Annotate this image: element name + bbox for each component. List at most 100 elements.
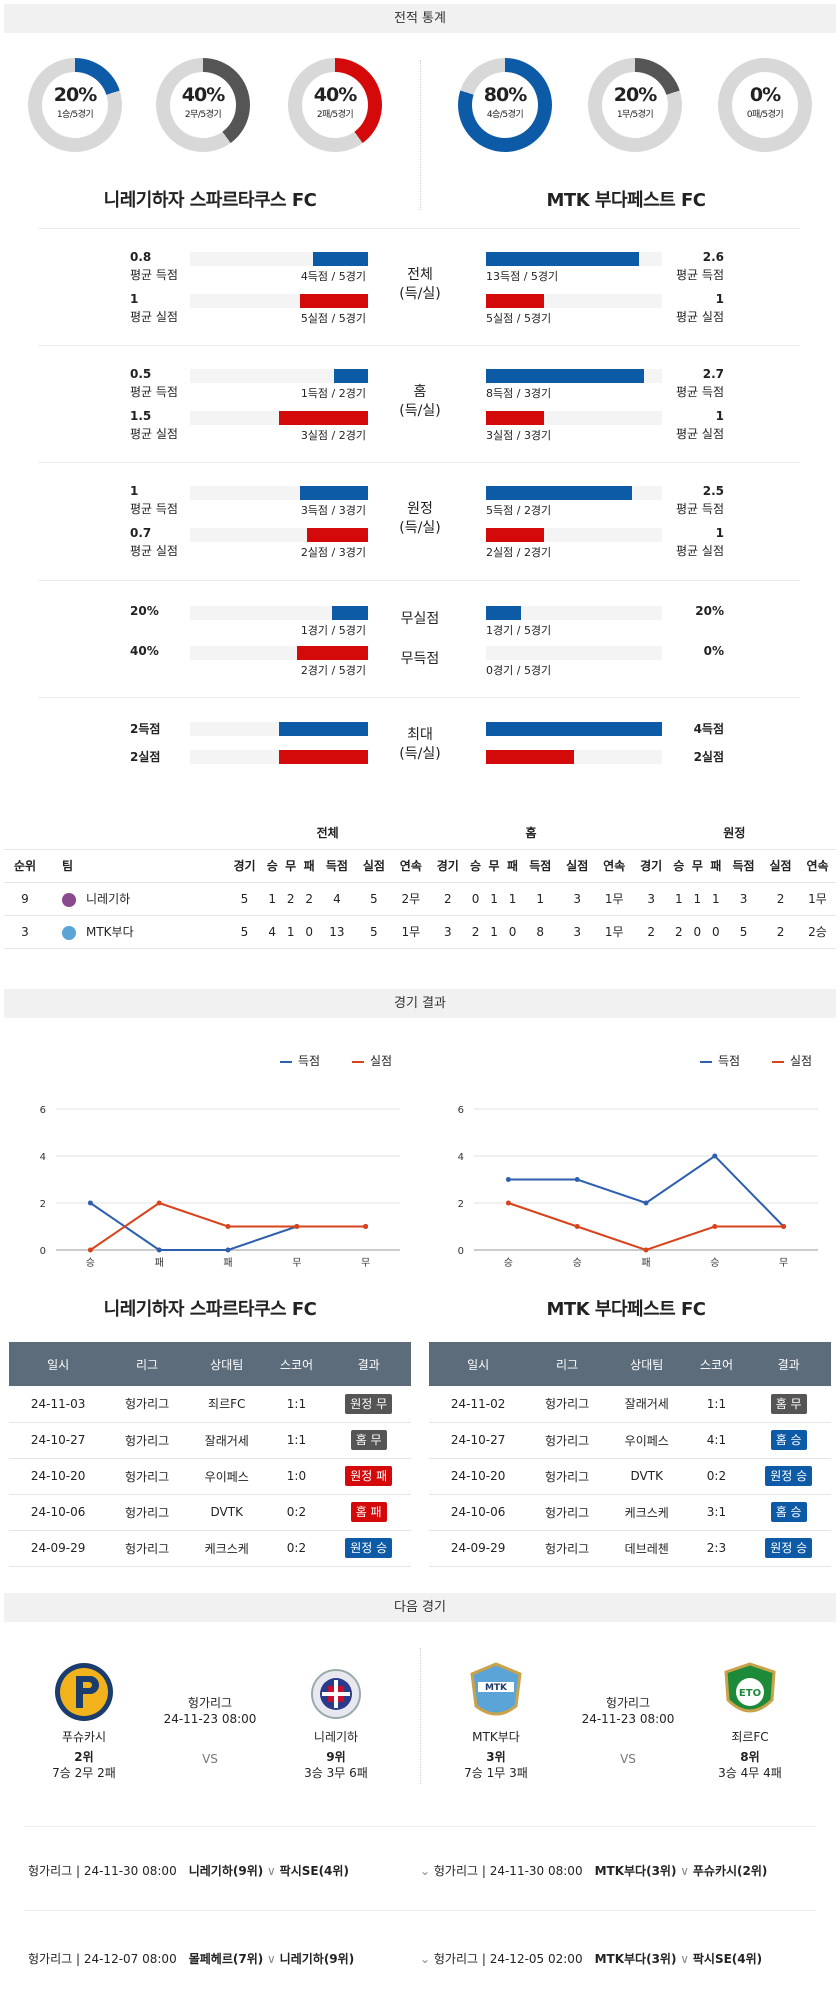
x-tick-label: 승 — [710, 1257, 719, 1269]
result-cell: 원정 승 — [746, 1530, 831, 1567]
donut-hole: 20% 1무/5경기 — [602, 72, 668, 138]
stat-cell: 3 — [429, 915, 467, 949]
legend-concede: 실점 — [352, 1052, 392, 1069]
home-avg-score-label: 평균 득점 — [130, 502, 178, 516]
away-score-bar — [486, 486, 632, 500]
y-tick-label: 4 — [40, 1152, 46, 1163]
team-cell: 니레기하 — [46, 882, 226, 916]
home-max-concede-bar — [279, 750, 368, 764]
next-left-team2-rank: 9위 — [326, 1750, 346, 1764]
divider — [420, 1648, 421, 1784]
result-score: 0:2 — [266, 1530, 327, 1567]
next-right-team2-rank: 8위 — [740, 1750, 760, 1764]
result-score: 2:3 — [686, 1530, 747, 1567]
upcoming-right-match[interactable]: ⌄ 헝가리그 | 24-12-05 02:00 MTK부다(3위) ∨ 팍시SE(… — [420, 1950, 762, 1967]
y-tick-label: 4 — [458, 1152, 464, 1163]
next-right-league: 헝가리그 — [605, 1696, 651, 1710]
next-right-vs: VS — [620, 1752, 636, 1766]
home-concede-bar — [300, 294, 368, 308]
form-charts: 0 2 4 6 승 패 패 무 무 0 2 4 6 승 승 패 승 무 — [40, 1105, 818, 1269]
away-avg-score-label: 평균 득점 — [676, 385, 724, 399]
stat-category: 전체 (득/실) — [399, 267, 441, 302]
result-opp: 우이페스 — [186, 1458, 267, 1495]
upcoming-left-match[interactable]: 헝가리그 | 24-12-07 08:00 몰페헤르(7위) ∨ 니레기하(9위) — [28, 1950, 354, 1967]
x-tick-label: 패 — [223, 1257, 232, 1269]
home-clean-sheet-pct: 20% — [130, 604, 159, 618]
legend-line-icon — [352, 1060, 364, 1063]
col-4: 득점 — [725, 849, 763, 883]
results-col-header: 일시 — [429, 1342, 528, 1386]
home-concede-caption: 5실점 / 5경기 — [300, 312, 366, 325]
upcoming-team: 팍시SE(4위) — [279, 1864, 349, 1878]
x-tick-label: 무 — [292, 1258, 301, 1269]
svg-text:MTK: MTK — [485, 1683, 508, 1693]
home-avg-score-value: 1 — [130, 484, 139, 498]
upcoming-right-match[interactable]: ⌄ 헝가리그 | 24-11-30 08:00 MTK부다(3위) ∨ 푸슈카시(… — [420, 1862, 767, 1879]
away-max-score-bar — [486, 722, 662, 736]
divider — [24, 1826, 816, 1827]
x-tick-label: 무 — [779, 1258, 788, 1269]
away-donut-2: 0% 0패/5경기 — [718, 58, 812, 152]
data-point — [712, 1153, 718, 1159]
table-row: 24-11-02 헝가리그 잘래거세 1:1 홈 무 — [429, 1386, 831, 1423]
away-score-caption: 5득점 / 2경기 — [486, 504, 552, 517]
stat-cell: 5 — [226, 882, 263, 916]
legend-label: 실점 — [370, 1054, 393, 1068]
vs-icon: ∨ — [676, 1952, 693, 1966]
next-left-date: 24-11-23 08:00 — [163, 1712, 257, 1726]
result-cell: 홈 무 — [326, 1422, 411, 1459]
result-league: 헝가리그 — [107, 1386, 187, 1423]
stat-cell: 2 — [669, 915, 689, 949]
team-logo-icon — [62, 892, 76, 907]
svg-text:ETO: ETO — [739, 1688, 761, 1699]
data-point — [574, 1224, 580, 1229]
away-avg-concede-label: 평균 실점 — [676, 544, 724, 558]
away-concede-caption: 3실점 / 3경기 — [486, 429, 552, 442]
stat-category: 원정 (득/실) — [399, 501, 441, 536]
results-col-header: 리그 — [107, 1342, 187, 1386]
legend-score: 득점 — [280, 1052, 320, 1069]
group-header-total: 전체 — [226, 816, 430, 850]
col-6: 연속 — [595, 849, 633, 883]
away-no-score-track — [486, 646, 662, 660]
eto-logo-icon: ETO — [724, 1662, 776, 1713]
y-tick-label: 0 — [40, 1246, 46, 1257]
table-row: 24-10-20 헝가리그 우이페스 1:0 원정 패 — [9, 1458, 411, 1495]
divider — [38, 697, 800, 698]
donut-percent: 0% — [749, 84, 781, 106]
x-tick-label: 무 — [361, 1258, 370, 1269]
result-date: 24-11-02 — [429, 1386, 528, 1423]
data-point — [712, 1224, 718, 1229]
col-3: 패 — [503, 849, 522, 883]
home-concede-bar — [307, 528, 368, 542]
stat-cell: 8 — [521, 915, 559, 949]
stat-category: 무득점 — [400, 651, 440, 667]
away-avg-score-value: 2.6 — [702, 250, 724, 264]
away-avg-score-value: 2.5 — [702, 484, 724, 498]
upcoming-left-match[interactable]: 헝가리그 | 24-11-30 08:00 니레기하(9위) ∨ 팍시SE(4위) — [28, 1862, 349, 1879]
col-2: 무 — [688, 849, 707, 883]
result-score: 1:1 — [686, 1386, 747, 1423]
stat-cell: 3 — [558, 915, 596, 949]
away-concede-caption: 2실점 / 2경기 — [486, 546, 552, 559]
result-league: 헝가리그 — [527, 1458, 607, 1495]
home-avg-score-label: 평균 득점 — [130, 268, 178, 282]
team-cell: MTK부다 — [46, 915, 226, 949]
stat-cell: 4 — [262, 915, 282, 949]
col-team: 팀 — [46, 849, 226, 883]
stat-cell: 2 — [281, 882, 300, 916]
next-left-team1-rank: 2위 — [74, 1750, 94, 1764]
next-left-vs: VS — [202, 1752, 218, 1766]
next-left-league: 헝가리그 — [187, 1696, 233, 1710]
stat-cell: 5 — [355, 915, 393, 949]
data-point — [505, 1177, 511, 1182]
away-clean-sheet-pct: 20% — [695, 604, 724, 618]
data-point — [87, 1200, 93, 1206]
donut-hole: 40% 2무/5경기 — [170, 72, 236, 138]
result-opp: 데브레첸 — [606, 1530, 687, 1567]
result-opp: DVTK — [606, 1458, 687, 1495]
results-col-header: 일시 — [9, 1342, 108, 1386]
col-3: 패 — [299, 849, 319, 883]
divider — [38, 228, 800, 229]
stat-category: 최대 (득/실) — [399, 727, 441, 762]
